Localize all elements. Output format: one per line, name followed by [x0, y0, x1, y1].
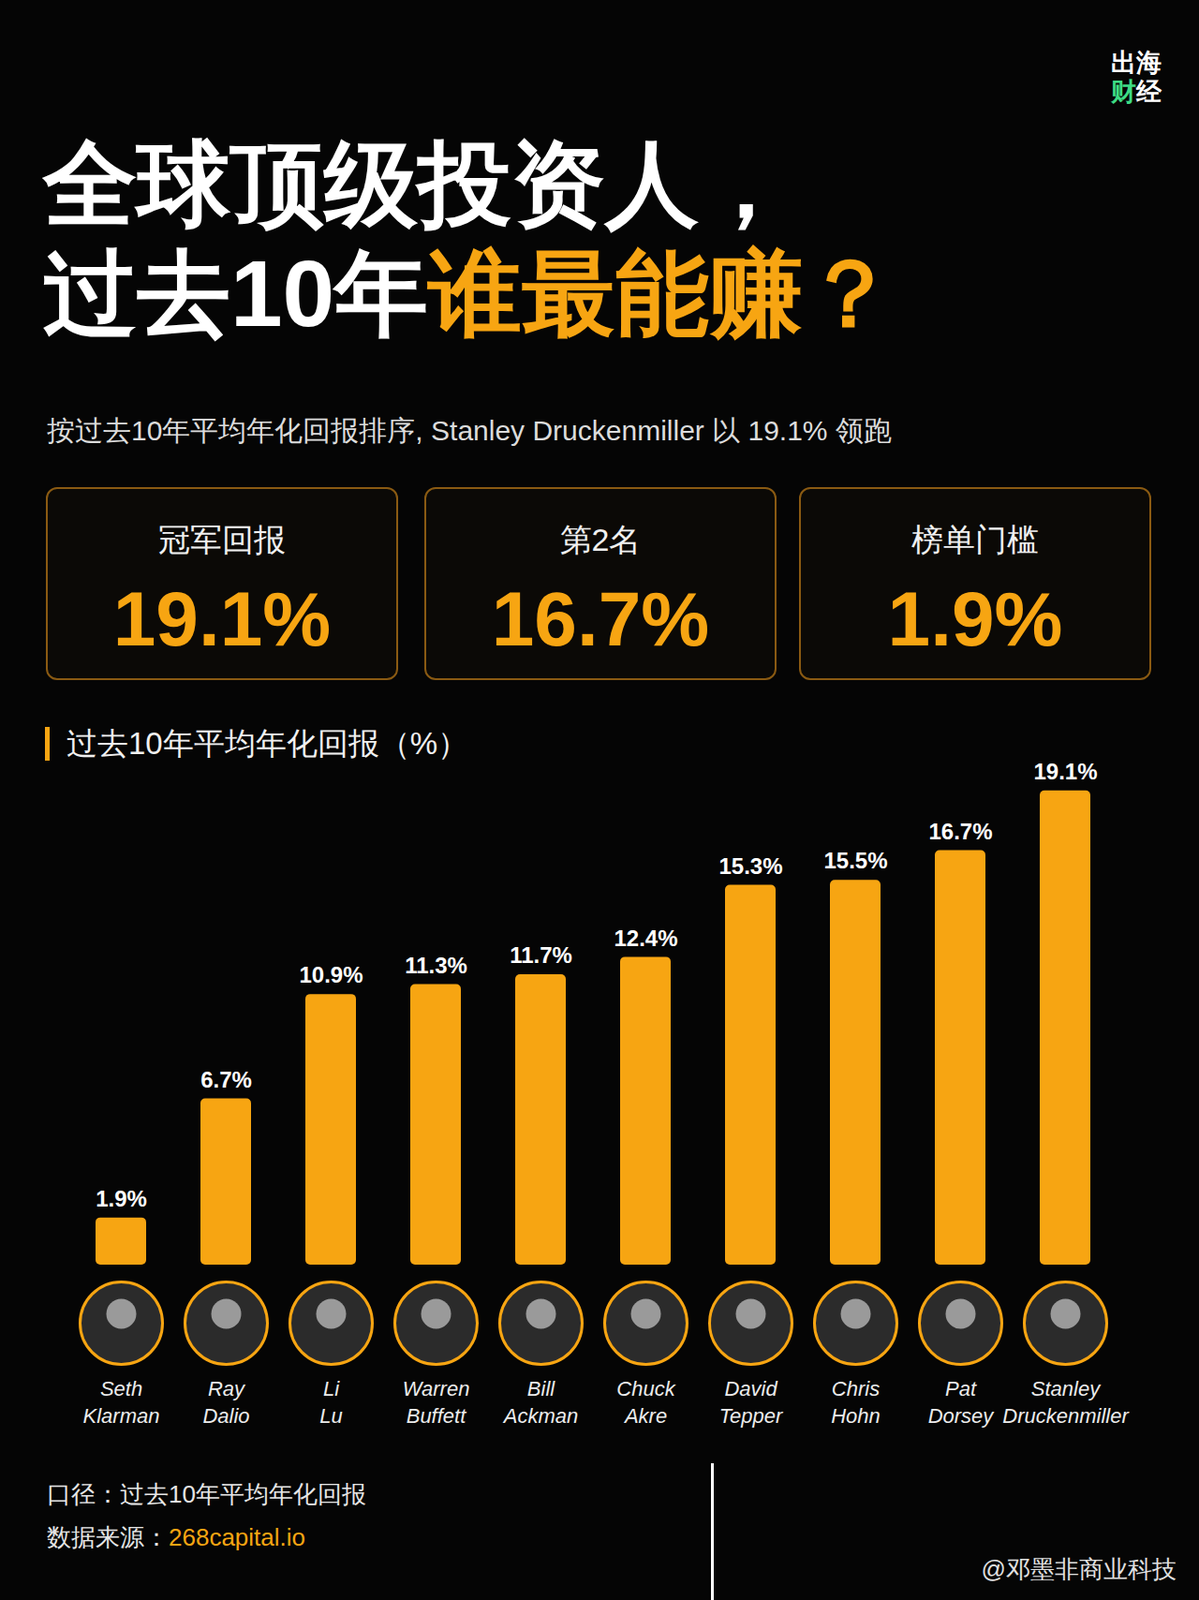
svg-text:RayDalio: RayDalio	[202, 1376, 250, 1429]
html-text:全球顶级投资人，: 全球顶级投资人，	[43, 131, 793, 237]
html-text:口径：过去10年平均年化回报: 口径：过去10年平均年化回报	[46, 1480, 367, 1509]
html-text:出海: 出海	[1110, 48, 1162, 77]
svg-text:11.7%: 11.7%	[509, 942, 573, 968]
svg-text:6.7%: 6.7%	[200, 1066, 252, 1093]
html-text:1.9%: 1.9%	[887, 576, 1063, 662]
html-text:16.7%: 16.7%	[491, 576, 710, 662]
svg-text:WarrenBuffett: WarrenBuffett	[402, 1376, 471, 1429]
svg-text:SethKlarman: SethKlarman	[83, 1376, 161, 1429]
svg-text:16.7%: 16.7%	[928, 818, 992, 844]
svg-text:11.3%: 11.3%	[404, 952, 468, 978]
html-text:过去10年谁最能赚？: 过去10年谁最能赚？	[43, 240, 897, 346]
svg-text:15.3%: 15.3%	[718, 853, 783, 879]
html-text:冠军回报: 冠军回报	[158, 521, 286, 558]
html-text:按过去10年平均年化回报排序, Stanley Drucke: 按过去10年平均年化回报排序, Stanley Druckenmiller 以 …	[46, 414, 892, 446]
svg-text:BillAckman: BillAckman	[502, 1376, 578, 1429]
svg-text:DavidTepper: DavidTepper	[719, 1376, 785, 1429]
html-text:19.1%: 19.1%	[113, 576, 331, 662]
svg-text:ChrisHohn: ChrisHohn	[830, 1376, 881, 1429]
html-text:财经: 财经	[1110, 77, 1162, 106]
svg-text:12.4%: 12.4%	[613, 925, 678, 951]
svg-text:LiLu: LiLu	[319, 1376, 342, 1429]
html-text:数据来源：268capital.io: 数据来源：268capital.io	[46, 1523, 306, 1552]
html-text:榜单门槛: 榜单门槛	[911, 521, 1039, 558]
svg-text:15.5%: 15.5%	[823, 847, 888, 874]
html-text:@邓墨非商业科技: @邓墨非商业科技	[981, 1554, 1177, 1584]
svg-text:PatDorsey: PatDorsey	[928, 1376, 996, 1429]
svg-text:StanleyDruckenmiller: StanleyDruckenmiller	[1002, 1376, 1130, 1429]
html-text:过去10年平均年化回报（%）: 过去10年平均年化回报（%）	[66, 725, 469, 761]
html-text:第2名: 第2名	[559, 521, 642, 558]
svg-text:19.1%: 19.1%	[1033, 758, 1097, 785]
svg-text:ChuckAkre: ChuckAkre	[616, 1376, 676, 1429]
svg-text:10.9%: 10.9%	[298, 962, 363, 988]
svg-text:1.9%: 1.9%	[95, 1185, 148, 1212]
